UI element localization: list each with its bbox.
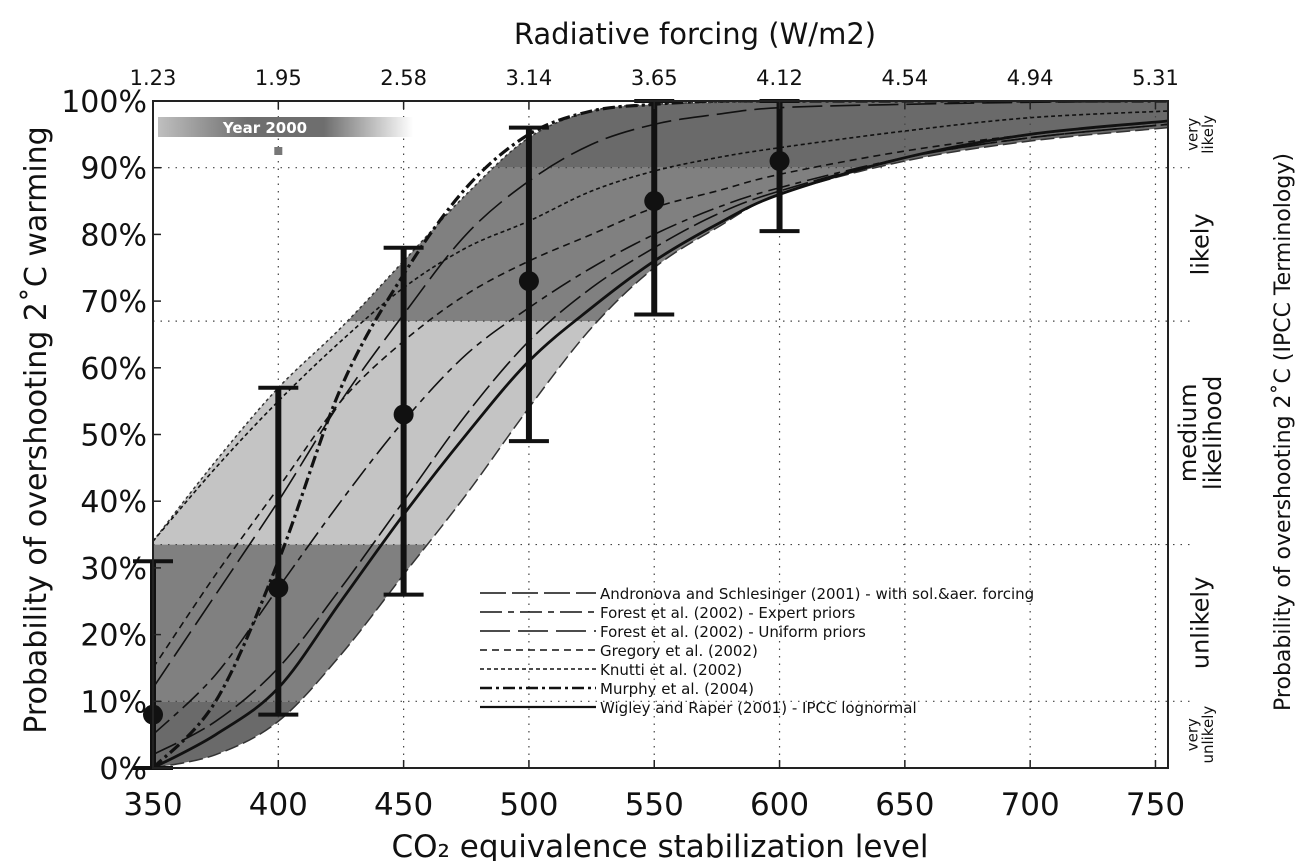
y-tick-label-50: 50% bbox=[80, 419, 147, 454]
top-tick-label-1.95: 1.95 bbox=[255, 66, 302, 90]
top-tick-label-2.58: 2.58 bbox=[380, 66, 427, 90]
x-tick-label-750: 750 bbox=[1126, 787, 1185, 823]
error-bar-point-4 bbox=[644, 191, 665, 212]
top-tick-label-1.23: 1.23 bbox=[130, 66, 177, 90]
legend-label-0: Andronova and Schlesinger (2001) - with … bbox=[600, 585, 1034, 603]
likelihood-label-1-0: unlikely bbox=[1186, 577, 1214, 669]
error-bar-point-2 bbox=[393, 404, 414, 425]
legend-label-4: Knutti et al. (2002) bbox=[600, 661, 742, 679]
legend-label-5: Murphy et al. (2004) bbox=[600, 680, 754, 698]
likelihood-label-4-0: very bbox=[1183, 118, 1201, 151]
likelihood-label-2-0: medium bbox=[1174, 384, 1202, 483]
x-tick-label-650: 650 bbox=[875, 787, 934, 823]
year-2000-bar bbox=[158, 117, 413, 137]
top-axis-title: Radiative forcing (W/m2) bbox=[514, 17, 876, 51]
x-tick-label-450: 450 bbox=[374, 787, 433, 823]
x-tick-label-600: 600 bbox=[750, 787, 809, 823]
year-2000-label: Year 2000 bbox=[222, 119, 307, 137]
likelihood-band-labels: veryunlikelyunlikelymediumlikelihoodlike… bbox=[1174, 115, 1227, 764]
grid-lines bbox=[153, 101, 1194, 768]
series-line-0 bbox=[153, 123, 1168, 756]
x-axis-ticks: 350 400 450 500 550 600 650 700 750 bbox=[123, 760, 1185, 823]
error-bar-point-1 bbox=[268, 577, 289, 598]
x-tick-label-700: 700 bbox=[1001, 787, 1060, 823]
x-axis-title: CO₂ equivalence stabilization level bbox=[391, 829, 928, 861]
envelope-lower-edge bbox=[153, 126, 1168, 768]
top-axis-ticks: 1.23 1.95 2.58 3.14 3.65 4.12 4.54 4.94 5.31 bbox=[130, 66, 1179, 109]
likelihood-label-0-1: unlikely bbox=[1199, 706, 1217, 764]
y-tick-label-70: 70% bbox=[80, 285, 147, 320]
year-2000-marker: Year 2000 bbox=[158, 117, 413, 155]
y-axis-ticks: 0% 10% 20% 30% 40% 50% 60% 70% 80% 90% 100% bbox=[61, 85, 161, 787]
top-tick-label-4.94: 4.94 bbox=[1007, 66, 1054, 90]
top-tick-label-3.14: 3.14 bbox=[506, 66, 553, 90]
y-tick-label-80: 80% bbox=[80, 218, 147, 253]
legend-label-3: Gregory et al. (2002) bbox=[600, 642, 758, 660]
x-tick-label-400: 400 bbox=[249, 787, 308, 823]
likelihood-label-3-0: likely bbox=[1186, 213, 1214, 275]
legend-label-2: Forest et al. (2002) - Uniform priors bbox=[600, 623, 866, 641]
y-axis-title: Probability of overshooting 2˚C warming bbox=[19, 126, 54, 733]
top-tick-label-4.54: 4.54 bbox=[881, 66, 928, 90]
y-tick-label-20: 20% bbox=[80, 619, 147, 654]
x-tick-label-550: 550 bbox=[625, 787, 684, 823]
y-tick-label-60: 60% bbox=[80, 352, 147, 387]
legend-label-1: Forest et al. (2002) - Expert priors bbox=[600, 604, 856, 622]
top-tick-label-3.65: 3.65 bbox=[631, 66, 678, 90]
y-tick-label-100: 100% bbox=[61, 85, 147, 120]
top-tick-label-5.31: 5.31 bbox=[1132, 66, 1179, 90]
top-tick-label-4.12: 4.12 bbox=[756, 66, 803, 90]
series-line-6 bbox=[153, 119, 1168, 768]
series-line-2 bbox=[153, 101, 1168, 689]
right-axis-title: Probability of overshooting 2˚C (IPCC Te… bbox=[1271, 153, 1296, 711]
likelihood-label-2-1: likelihood bbox=[1199, 376, 1227, 490]
error-bar-point-3 bbox=[518, 271, 539, 292]
legend-label-6: Wigley and Raper (2001) - IPCC lognormal bbox=[600, 699, 917, 717]
x-tick-label-350: 350 bbox=[123, 787, 182, 823]
legend: Andronova and Schlesinger (2001) - with … bbox=[480, 585, 1034, 717]
x-tick-label-500: 500 bbox=[499, 787, 558, 823]
y-tick-label-0: 0% bbox=[99, 752, 147, 787]
y-tick-label-30: 30% bbox=[80, 552, 147, 587]
y-tick-label-90: 90% bbox=[80, 152, 147, 187]
y-tick-label-40: 40% bbox=[80, 485, 147, 520]
likelihood-label-4-1: likely bbox=[1199, 115, 1217, 154]
year-2000-point bbox=[274, 147, 283, 155]
y-tick-label-10: 10% bbox=[80, 685, 147, 720]
likelihood-label-0-0: very bbox=[1183, 718, 1201, 751]
error-bar-point-5 bbox=[769, 151, 790, 172]
